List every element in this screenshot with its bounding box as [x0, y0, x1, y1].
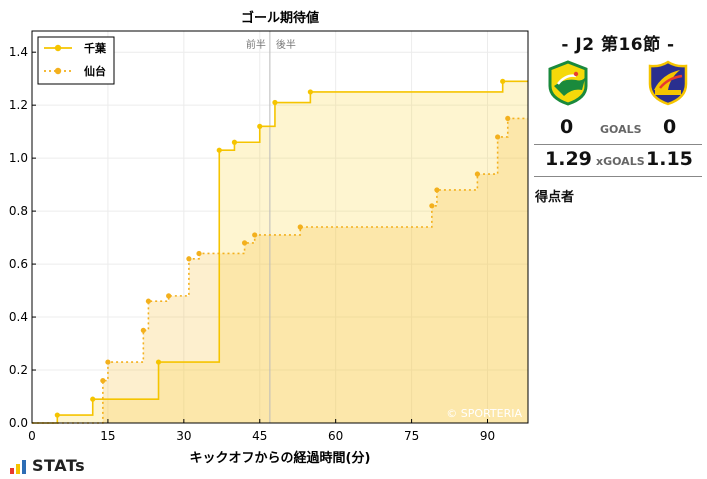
shot-point	[105, 359, 111, 365]
y-tick-label: 0.2	[9, 363, 28, 377]
stats-bar-2	[22, 460, 26, 474]
legend-marker-chiba	[54, 44, 62, 52]
chart-title: ゴール期待値	[241, 10, 319, 26]
x-tick-label: 15	[100, 429, 115, 443]
shot-point	[297, 224, 303, 230]
home-xgoals: 1.29	[545, 148, 592, 170]
shot-point	[474, 171, 480, 177]
shot-point	[434, 187, 440, 193]
y-tick-label: 1.0	[9, 151, 28, 165]
shot-point	[231, 139, 238, 145]
y-tick-label: 1.2	[9, 98, 28, 112]
x-tick-label: 0	[28, 429, 36, 443]
shot-point	[272, 99, 278, 106]
shot-point	[186, 256, 192, 262]
shot-point	[429, 203, 435, 209]
y-tick-label: 1.4	[9, 45, 28, 59]
away-goals: 0	[663, 116, 677, 138]
first-half-label: 前半	[246, 38, 266, 51]
stats-bar-1	[16, 464, 20, 474]
scorers-heading: 得点者	[535, 190, 575, 205]
shot-point	[257, 123, 263, 129]
y-tick-label: 0.4	[9, 310, 28, 324]
axis-ticks: 0 15 30 45 60 75 90 0.0 0.2 0.4 0.6 0.8 1.0 1.2 1.4	[9, 45, 495, 443]
series-area-0	[32, 81, 528, 423]
shot-points	[54, 78, 511, 418]
shot-point	[505, 115, 511, 122]
stats-logo-text: STATs	[32, 456, 86, 475]
y-tick-label: 0.8	[9, 204, 28, 218]
x-axis-label: キックオフからの経過時間(分)	[190, 450, 371, 466]
shot-point	[252, 232, 258, 238]
watermark: © SPORTERIA	[446, 407, 522, 420]
series-areas	[32, 81, 528, 424]
legend-box	[37, 36, 115, 85]
legend: 千葉 仙台	[37, 36, 115, 85]
shot-point	[495, 134, 501, 140]
x-tick-label: 30	[176, 429, 191, 443]
y-tick-label: 0.0	[9, 416, 28, 430]
x-tick-label: 75	[404, 429, 419, 443]
shot-point	[140, 327, 146, 333]
plot-background	[32, 31, 528, 423]
xg-chart: 前半 後半 0 15 30 45 60 75 90 0.0 0.2 0.4 0.6 0.8 1.0 1.2 1…	[9, 10, 529, 466]
goals-row: 0 GOALS 0	[534, 114, 702, 145]
y-tick-label: 0.6	[9, 257, 28, 271]
plot-frame	[31, 30, 529, 424]
xgoals-row: 1.29 xGOALS 1.15	[534, 146, 702, 177]
xgoals-label: xGOALS	[596, 155, 645, 168]
shot-point	[307, 89, 313, 95]
goals-label: GOALS	[600, 123, 642, 136]
shot-point	[241, 240, 248, 246]
shot-point	[90, 396, 96, 402]
shot-point	[196, 250, 202, 257]
second-half-label: 後半	[276, 38, 296, 51]
shot-point	[54, 412, 60, 418]
sendai-crest-icon	[648, 60, 688, 106]
chiba-crest-icon	[548, 60, 588, 106]
home-goals: 0	[560, 116, 574, 138]
legend-marker-sendai	[54, 67, 62, 75]
shot-point	[155, 359, 162, 365]
shot-point	[145, 298, 152, 304]
x-tick-label: 45	[252, 429, 267, 443]
series-area-1	[32, 118, 528, 424]
shot-point	[100, 378, 106, 384]
match-round-title: - J2 第16節 -	[561, 35, 675, 55]
shot-point	[500, 78, 506, 84]
halftime-marker: 前半 後半	[246, 31, 296, 423]
away-xgoals: 1.15	[646, 148, 693, 170]
shot-point	[216, 147, 222, 153]
stats-bars-icon	[10, 460, 26, 474]
shot-point	[166, 293, 172, 299]
legend-label-chiba: 千葉	[84, 41, 107, 55]
series-line-1	[32, 117, 528, 424]
legend-label-sendai: 仙台	[84, 64, 106, 78]
x-tick-label: 90	[480, 429, 495, 443]
x-tick-label: 60	[328, 429, 343, 443]
stats-bar-0	[10, 468, 14, 474]
